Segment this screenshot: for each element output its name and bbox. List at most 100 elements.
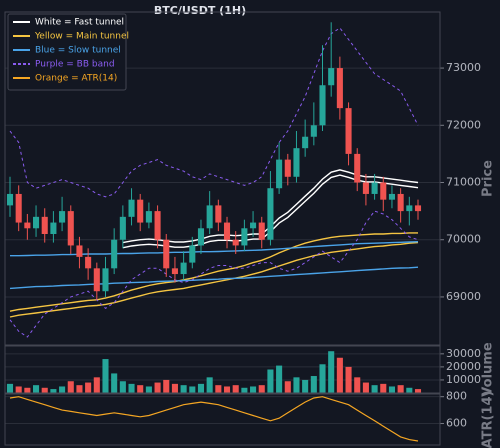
volume-bar [250, 386, 257, 393]
volume-bar [119, 381, 126, 393]
panel-border [4, 11, 441, 346]
candle-body [241, 228, 248, 246]
chart-title: BTC/USDT (1H) [154, 4, 246, 17]
volume-bar [310, 376, 317, 393]
candle-body [319, 85, 326, 126]
candle-body [250, 222, 257, 229]
volume-bar [15, 386, 22, 393]
candle-body [111, 239, 118, 269]
candle-body [354, 153, 361, 183]
candle-body [267, 188, 274, 240]
candle-body [371, 182, 378, 194]
volume-bar [76, 385, 83, 393]
candle-body [137, 199, 144, 223]
candle-body [336, 68, 343, 109]
legend-box [7, 13, 127, 91]
volume-bar [371, 385, 378, 393]
volume-bar [33, 385, 40, 393]
y-tick-label: 600 [446, 417, 467, 430]
candle-body [50, 222, 57, 234]
candle-body [33, 216, 40, 229]
candle-body [145, 211, 152, 223]
volume-bar [336, 357, 343, 393]
volume-bar [223, 386, 231, 393]
y-axis-label: Volume [481, 342, 496, 397]
candle-body [85, 256, 92, 269]
volume-bar [41, 387, 48, 393]
y-tick-label: 30000 [446, 347, 481, 360]
candle-body [362, 182, 369, 194]
y-tick-label: 10000 [446, 373, 481, 386]
volume-bar [241, 387, 248, 393]
volume-bar [267, 369, 274, 393]
volume-bar [406, 387, 413, 393]
volume-bar [362, 382, 369, 393]
tunnel-line [9, 232, 418, 312]
candle-body [6, 193, 14, 206]
candle-body [24, 222, 31, 229]
volume-bar [302, 379, 309, 393]
candle-body [102, 268, 109, 292]
candle-body [41, 216, 48, 234]
candle-body [414, 205, 422, 212]
legend-label: Purple = BB band [35, 60, 115, 70]
panel-border [4, 345, 441, 394]
tunnel-line [9, 266, 419, 290]
candle-body [197, 228, 205, 246]
volume-bar [215, 385, 222, 393]
volume-bar [145, 386, 152, 393]
candle-body [276, 159, 283, 189]
volume-bar [328, 351, 335, 393]
y-tick-label: 20000 [446, 360, 481, 373]
volume-bar [397, 385, 404, 393]
candle-body [310, 125, 317, 137]
volume-bar [85, 382, 92, 393]
volume-bar [388, 386, 395, 393]
tunnel-line [9, 210, 419, 338]
y-tick-label: 69000 [446, 290, 481, 303]
legend-label: Orange = ATR(14) [35, 74, 117, 84]
volume-bar [111, 373, 118, 393]
volume-bar [67, 381, 74, 393]
candle-body [215, 205, 222, 223]
y-axis-label: ATR(14) [481, 391, 496, 448]
candle-body [180, 262, 187, 275]
volume-bar [50, 389, 57, 393]
legend-label: Yellow = Main tunnel [34, 32, 129, 42]
volume-bar [206, 377, 213, 393]
volume-bar [180, 385, 187, 393]
legend: White = Fast tunnel Yellow = Main tunnel B… [7, 13, 129, 91]
volume-bar [137, 385, 144, 393]
volume-bar [354, 377, 361, 393]
candle-body [397, 193, 404, 212]
candle-body [15, 193, 22, 223]
candle-body [119, 216, 126, 240]
volume-bar [293, 377, 300, 393]
volume-bar [414, 389, 422, 393]
legend-label: White = Fast tunnel [35, 18, 124, 28]
candle-body [232, 239, 239, 246]
y-tick-label: 70000 [446, 233, 481, 246]
volume-bar [24, 387, 31, 393]
candle-body [189, 245, 196, 263]
candle-body [293, 148, 300, 177]
candle-body [163, 239, 170, 269]
volume-bar [380, 383, 387, 393]
y-tick-label: 72000 [446, 118, 481, 131]
volume-bar [128, 383, 135, 393]
panel-border [4, 393, 441, 446]
candle-body [206, 205, 213, 229]
volume-bar [154, 382, 161, 393]
volume-bar [258, 385, 265, 393]
legend-label: Blue = Slow tunnel [35, 46, 121, 56]
volume-bar [284, 381, 291, 393]
candle-body [302, 136, 309, 149]
candle-body [406, 205, 413, 212]
volume-bar [59, 386, 66, 393]
volume-bar [276, 365, 283, 393]
atr-line [9, 396, 419, 442]
volume-bar [93, 377, 100, 393]
candle-body [154, 211, 161, 240]
candle-body [380, 182, 387, 200]
